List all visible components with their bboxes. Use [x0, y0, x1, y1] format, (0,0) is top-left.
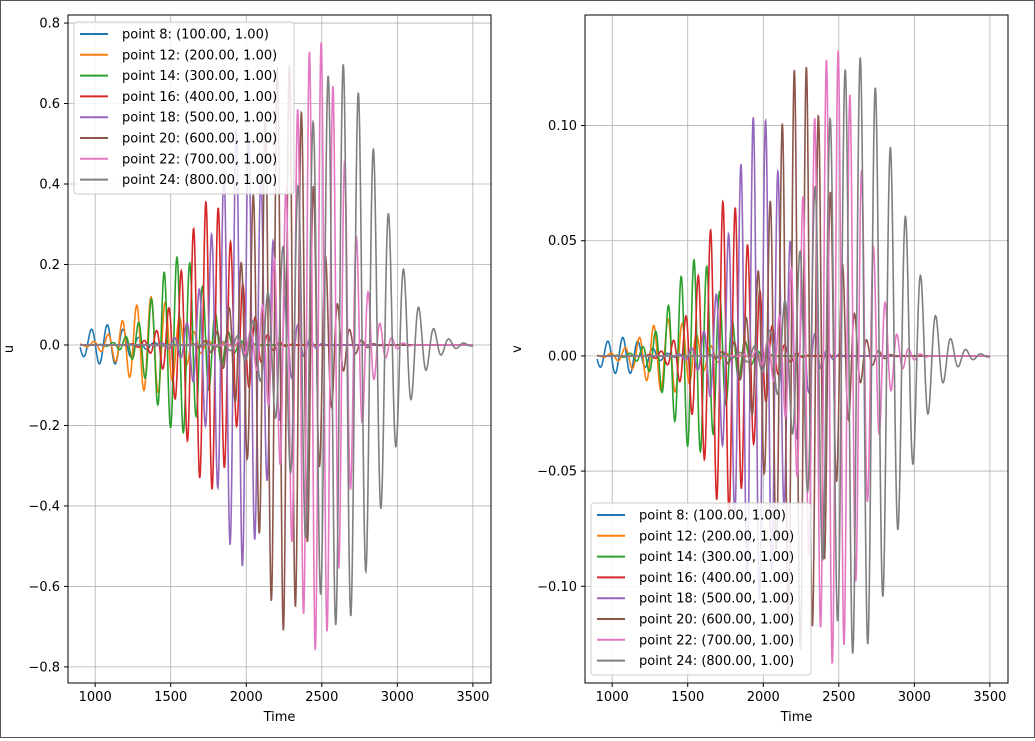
x-tick-label: 1000 — [79, 690, 112, 705]
legend-entry: point 14: (300.00, 1.00) — [122, 69, 277, 84]
y-tick-label: 0.0 — [39, 338, 60, 353]
x-tick-label: 3000 — [898, 690, 931, 705]
legend: point 8: (100.00, 1.00) point 12: (200.00… — [73, 21, 295, 195]
y-tick-label: −0.4 — [28, 499, 60, 514]
x-tick-label: 2000 — [747, 690, 780, 705]
axes-frame — [584, 14, 1009, 684]
legend-entry: point 12: (200.00, 1.00) — [639, 529, 794, 544]
legend-entry: point 14: (300.00, 1.00) — [639, 550, 794, 565]
y-tick-label: 0.4 — [39, 178, 60, 193]
legend-entry: point 18: (500.00, 1.00) — [122, 111, 277, 126]
legend-entry: point 12: (200.00, 1.00) — [122, 48, 277, 63]
y-axis-label: u — [2, 345, 17, 353]
x-tick-label: 1000 — [596, 690, 629, 705]
x-axis-label: Time — [780, 710, 813, 725]
y-tick-label: 0.00 — [548, 349, 577, 364]
legend: point 8: (100.00, 1.00) point 12: (200.00… — [590, 502, 812, 676]
y-tick-label: −0.6 — [28, 580, 60, 595]
y-tick-label: −0.8 — [28, 660, 60, 675]
y-tick-label: 0.8 — [39, 17, 60, 32]
y-tick-label: −0.10 — [537, 580, 577, 595]
legend-entry: point 22: (700.00, 1.00) — [639, 633, 794, 648]
x-tick-label: 2500 — [822, 690, 855, 705]
legend-entry: point 8: (100.00, 1.00) — [639, 509, 786, 524]
x-tick-label: 3500 — [456, 690, 489, 705]
legend-entry: point 24: (800.00, 1.00) — [122, 173, 277, 188]
legend-entry: point 16: (400.00, 1.00) — [122, 90, 277, 105]
series-group — [596, 50, 991, 665]
x-tick-label: 2000 — [230, 690, 263, 705]
legend-frame — [590, 502, 812, 676]
legend-entry: point 16: (400.00, 1.00) — [639, 571, 794, 586]
y-axis-label: v — [510, 345, 525, 353]
legend-entry: point 22: (700.00, 1.00) — [122, 152, 277, 167]
axes-frame — [67, 14, 492, 684]
legend-entry: point 18: (500.00, 1.00) — [639, 592, 794, 607]
legend-entry: point 20: (600.00, 1.00) — [639, 613, 794, 628]
x-tick-label: 3500 — [973, 690, 1006, 705]
series-line — [80, 64, 474, 626]
legend-entry: point 20: (600.00, 1.00) — [122, 132, 277, 147]
y-tick-label: −0.2 — [28, 419, 60, 434]
y-tick-label: 0.2 — [39, 258, 60, 273]
x-tick-label: 1500 — [154, 690, 187, 705]
x-tick-label: 3000 — [381, 690, 414, 705]
right-panel-v: 1000 1500 2000 2500 3000 3500 −0.10 −0.05 0.00 0.… — [510, 14, 1009, 725]
x-tick-label: 1500 — [671, 690, 704, 705]
x-tick-label: 2500 — [305, 690, 338, 705]
y-tick-label: 0.05 — [548, 234, 577, 249]
x-axis-label: Time — [263, 710, 296, 725]
series-line — [597, 57, 991, 654]
y-tick-label: 0.10 — [548, 119, 577, 134]
legend-frame — [73, 21, 295, 195]
left-panel-u: 1000 1500 2000 2500 3000 3500 −0.8 −0.6 −0.4 −0.2… — [2, 14, 492, 725]
y-tick-label: 0.6 — [39, 97, 60, 112]
y-tick-label: −0.05 — [537, 465, 577, 480]
legend-entry: point 24: (800.00, 1.00) — [639, 654, 794, 669]
legend-entry: point 8: (100.00, 1.00) — [122, 28, 269, 43]
